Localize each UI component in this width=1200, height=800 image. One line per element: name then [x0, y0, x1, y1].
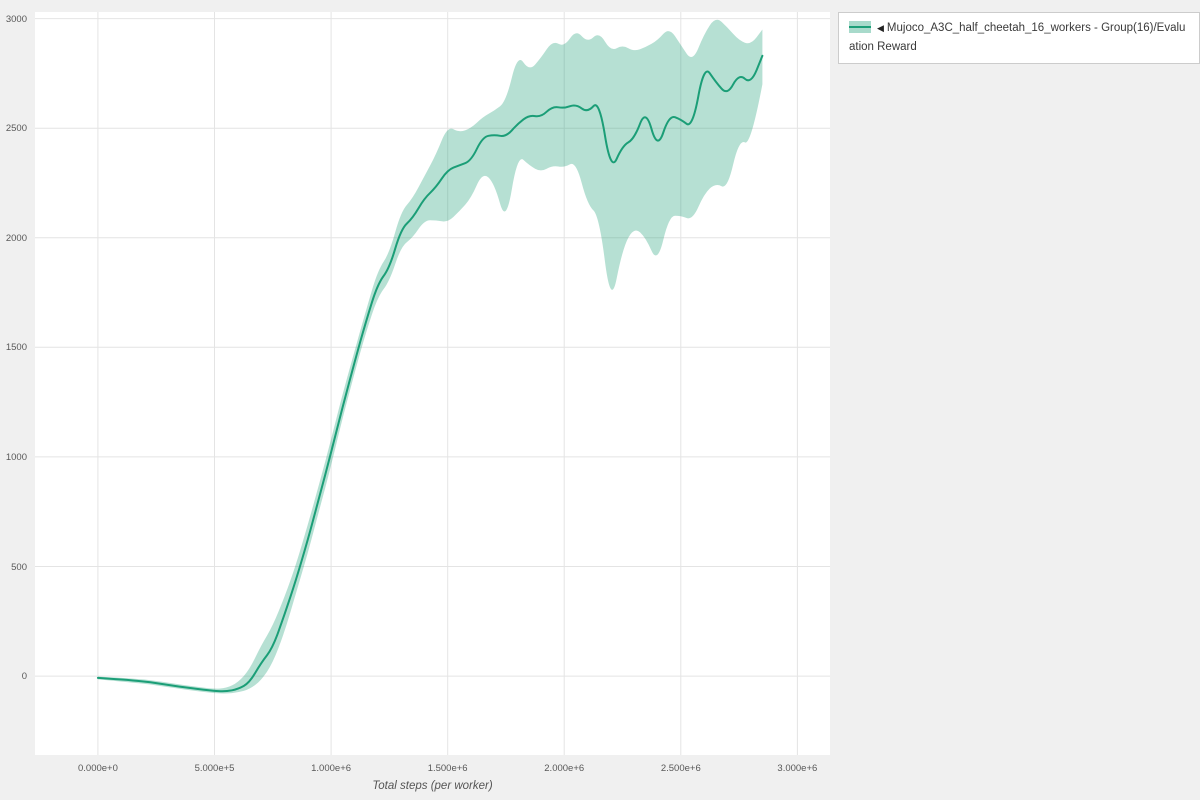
x-tick-label: 3.000e+6 [777, 763, 818, 774]
x-tick-label: 1.500e+6 [427, 763, 468, 774]
y-tick-label: 0 [21, 671, 27, 683]
x-axis-title: Total steps (per worker) [372, 780, 493, 792]
series-line-icon [849, 26, 871, 28]
x-tick-label: 5.000e+5 [194, 763, 235, 774]
y-tick-label: 2000 [5, 232, 27, 244]
series-band [97, 19, 763, 694]
series-line [96, 54, 764, 693]
x-tick-label: 2.500e+6 [660, 763, 701, 774]
x-tick-label: 0.000e+0 [77, 763, 118, 774]
y-tick-label: 1000 [5, 451, 27, 463]
x-tick-label: 2.000e+6 [544, 763, 585, 774]
y-tick-label: 2500 [5, 123, 27, 135]
x-tick-label: 1.000e+6 [311, 763, 352, 774]
y-tick-label: 1500 [5, 342, 27, 354]
legend[interactable]: ◀ Mujoco_A3C_half_cheetah_16_workers - Gr… [838, 12, 1200, 64]
y-tick-label: 500 [11, 561, 27, 573]
series-swatch-icon [849, 21, 871, 33]
y-tick-label: 3000 [5, 13, 27, 25]
chart-canvas[interactable] [35, 12, 830, 755]
legend-series-label: Mujoco_A3C_half_cheetah_16_workers - Gro… [849, 22, 1186, 53]
collapse-triangle-icon[interactable]: ◀ [877, 23, 884, 33]
plot-area[interactable] [35, 12, 830, 755]
